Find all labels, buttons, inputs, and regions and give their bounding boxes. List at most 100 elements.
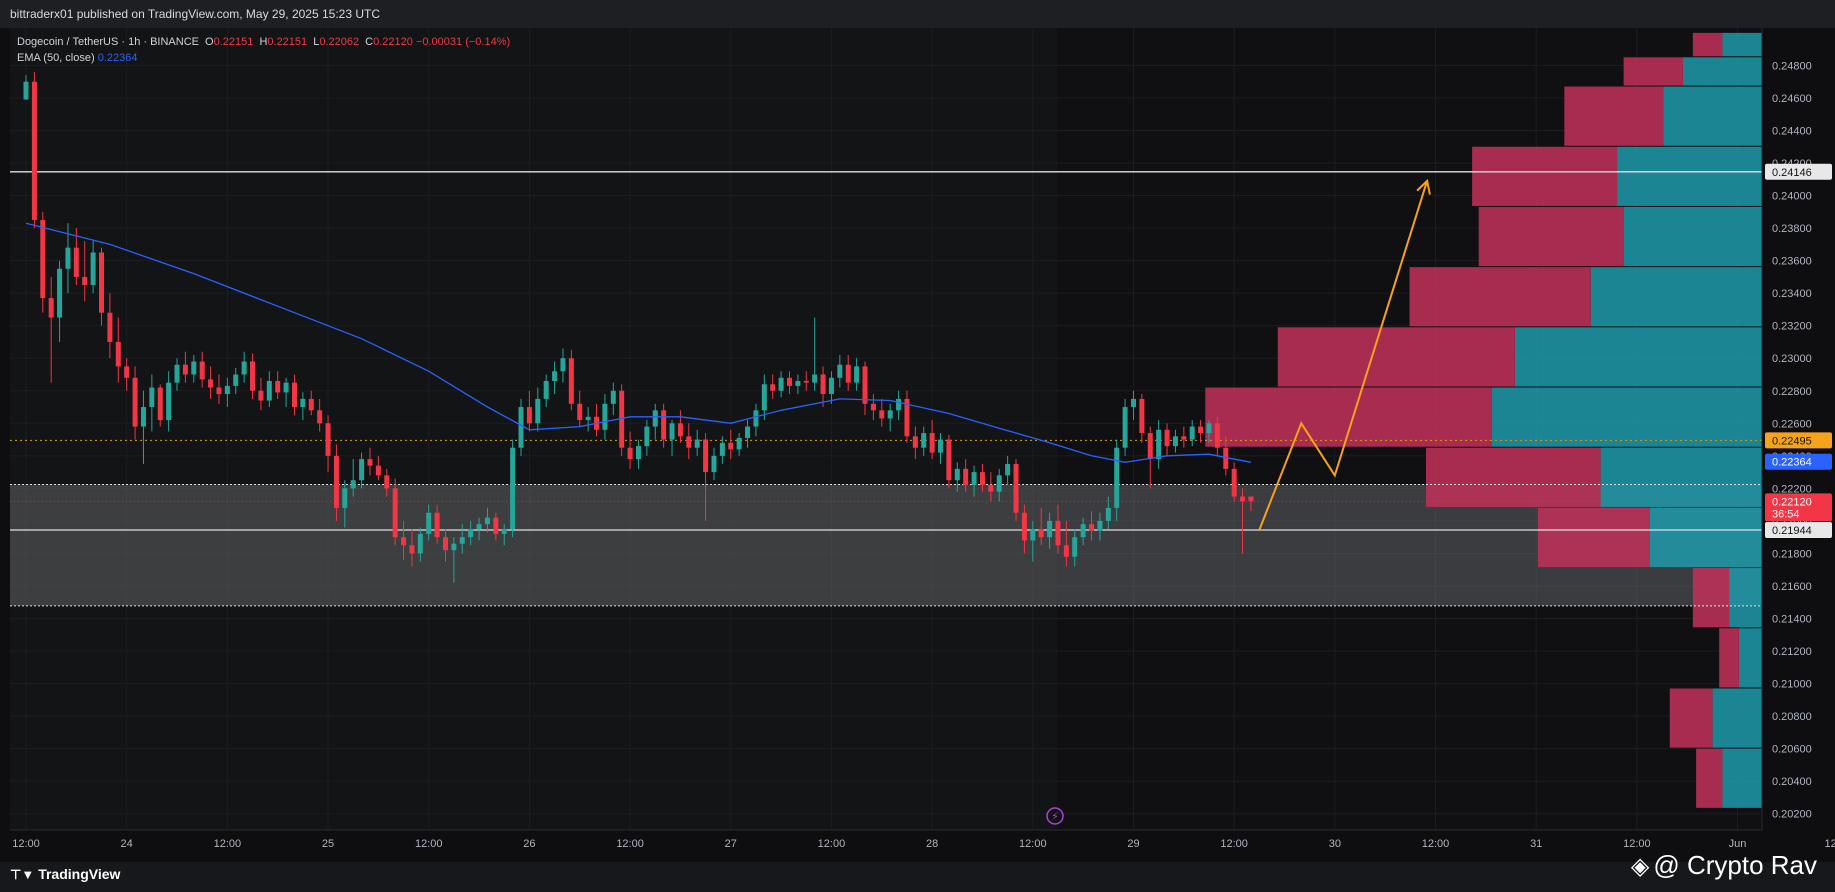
candle-body	[854, 366, 860, 383]
price-tick-label: 0.24000	[1772, 191, 1812, 203]
candle	[182, 351, 188, 383]
candle-body	[1214, 423, 1220, 448]
candle	[451, 537, 457, 583]
candle	[820, 366, 826, 408]
candle-body	[1097, 520, 1103, 531]
level-badge-bg	[1765, 163, 1832, 180]
candle-body	[40, 219, 46, 299]
candle	[1013, 459, 1019, 521]
vp-buy-bar	[1682, 57, 1762, 86]
ema-badge-bg	[1765, 453, 1832, 470]
candle-body	[375, 465, 381, 476]
candle-body	[912, 436, 918, 448]
candle-body	[140, 407, 146, 427]
candle-body	[1013, 463, 1019, 513]
candle-body	[342, 488, 348, 508]
candle	[149, 374, 155, 432]
price-tick-label: 0.24800	[1772, 60, 1812, 72]
candle-body	[602, 403, 608, 430]
candle	[686, 423, 692, 460]
candle	[887, 403, 893, 432]
candle	[1189, 420, 1195, 447]
candle-body	[325, 423, 331, 456]
candle	[568, 350, 574, 411]
candle	[694, 429, 700, 456]
candle-body	[1181, 436, 1187, 440]
candle	[661, 403, 667, 448]
high-value: 0.22151	[267, 36, 308, 48]
publish-header: bittraderx01 published on TradingView.co…	[0, 0, 1835, 28]
time-tick-label: 31	[1530, 838, 1542, 850]
vp-buy-bar	[1514, 327, 1762, 387]
candle-body	[694, 439, 700, 448]
footer-bar	[0, 862, 1835, 892]
vp-sell-bar	[1692, 32, 1723, 57]
tradingview-logo[interactable]: ⊤▼ TradingView	[10, 866, 120, 883]
symbol-name[interactable]: Dogecoin / TetherUS · 1h · BINANCE	[17, 36, 199, 48]
vp-buy-bar	[1738, 628, 1762, 688]
last-price-badge-bg	[1765, 493, 1832, 522]
candle	[1122, 398, 1128, 456]
candle-body	[929, 433, 935, 453]
tv-logo-icon: ⊤▼	[10, 867, 35, 882]
ema-label[interactable]: EMA (50, close)	[17, 52, 95, 64]
candle-body	[258, 390, 264, 401]
vp-buy-bar	[1623, 206, 1762, 267]
candle	[82, 241, 88, 302]
vp-buy-bar	[1722, 32, 1762, 57]
candle-body	[1021, 512, 1027, 541]
candle-body	[182, 364, 188, 375]
candle-body	[115, 341, 121, 367]
vp-sell-bar	[1426, 447, 1601, 507]
candle	[241, 351, 247, 383]
candle-body	[1122, 407, 1128, 448]
candle	[1130, 390, 1136, 421]
candle	[845, 354, 851, 391]
candle	[795, 374, 801, 395]
time-tick-label: 24	[121, 838, 133, 850]
candle-body	[778, 377, 784, 391]
candle-body	[719, 442, 725, 456]
lightning-glyph: ⚡	[1051, 810, 1059, 823]
candle-body	[820, 374, 826, 395]
candle-body	[1080, 524, 1086, 538]
level-badge: 0.24146	[1772, 167, 1812, 179]
candle	[40, 211, 46, 313]
candle	[468, 520, 474, 546]
candle	[703, 433, 709, 521]
candle-body	[837, 364, 843, 378]
candle	[107, 293, 113, 359]
candle	[1139, 394, 1145, 443]
candle-body	[938, 439, 944, 453]
candle-body	[568, 358, 574, 404]
candle	[23, 75, 29, 100]
candle	[333, 444, 339, 521]
price-tick-label: 0.21600	[1772, 581, 1812, 593]
projection-path	[1258, 180, 1429, 531]
candle	[73, 228, 79, 286]
candle-body	[635, 446, 641, 460]
price-tick-label: 0.23400	[1772, 288, 1812, 300]
candle	[1105, 496, 1111, 530]
candle	[501, 524, 507, 546]
candle	[988, 472, 994, 502]
candle	[828, 371, 834, 404]
candle-body	[367, 459, 373, 466]
candle-body	[191, 361, 197, 375]
candle-body	[90, 252, 96, 286]
candle	[359, 452, 365, 489]
candle	[124, 358, 130, 391]
candle-body	[82, 276, 88, 286]
candle	[753, 403, 759, 437]
candle-body	[812, 374, 818, 383]
ema-badge: 0.22364	[1772, 457, 1812, 469]
candle-body	[476, 524, 482, 530]
candle	[1181, 426, 1187, 448]
candle	[1231, 462, 1237, 502]
candle-body	[510, 447, 516, 530]
candle-body	[241, 361, 247, 375]
candle	[912, 426, 918, 460]
candle-body	[988, 485, 994, 492]
time-tick-label: 26	[523, 838, 535, 850]
